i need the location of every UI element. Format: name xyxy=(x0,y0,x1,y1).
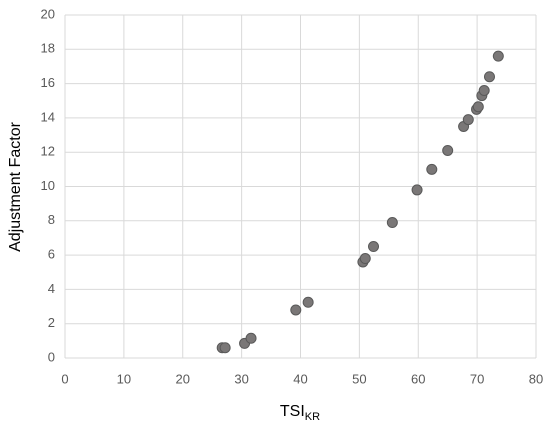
point xyxy=(368,241,380,253)
y-tick-label: 12 xyxy=(41,144,55,159)
point xyxy=(245,332,257,344)
x-tick-label: 10 xyxy=(117,371,131,386)
point xyxy=(492,50,504,62)
point xyxy=(483,71,495,83)
x-tick-label: 30 xyxy=(234,371,248,386)
point xyxy=(478,84,490,96)
point xyxy=(442,144,454,156)
y-tick-label: 2 xyxy=(48,315,55,330)
x-axis-title-main: TSI xyxy=(280,403,305,420)
point xyxy=(359,253,371,265)
point xyxy=(290,304,302,316)
y-tick-label: 20 xyxy=(41,6,55,21)
y-tick-label: 4 xyxy=(48,281,55,296)
x-tick-label: 80 xyxy=(529,371,543,386)
x-tick-label: 60 xyxy=(411,371,425,386)
y-tick-label: 0 xyxy=(48,349,55,364)
x-tick-label: 50 xyxy=(352,371,366,386)
point xyxy=(219,342,231,354)
x-tick-label: 70 xyxy=(470,371,484,386)
y-axis-title: Adjustment Factor xyxy=(7,121,24,252)
x-axis-title-subscript: KR xyxy=(305,411,320,423)
y-tick-label: 16 xyxy=(41,75,55,90)
point xyxy=(411,184,423,196)
point xyxy=(426,163,438,175)
x-axis-title: TSIKR xyxy=(280,403,320,423)
point xyxy=(386,217,398,229)
x-tick-label: 40 xyxy=(293,371,307,386)
y-tick-label: 18 xyxy=(41,41,55,56)
y-tick-label: 8 xyxy=(48,212,55,227)
y-tick-label: 10 xyxy=(41,178,55,193)
y-tick-label: 14 xyxy=(41,109,55,124)
y-tick-label: 6 xyxy=(48,247,55,262)
x-tick-label: 20 xyxy=(176,371,190,386)
x-tick-label: 0 xyxy=(61,371,68,386)
point xyxy=(302,296,314,308)
point xyxy=(472,101,484,113)
point xyxy=(462,114,474,126)
